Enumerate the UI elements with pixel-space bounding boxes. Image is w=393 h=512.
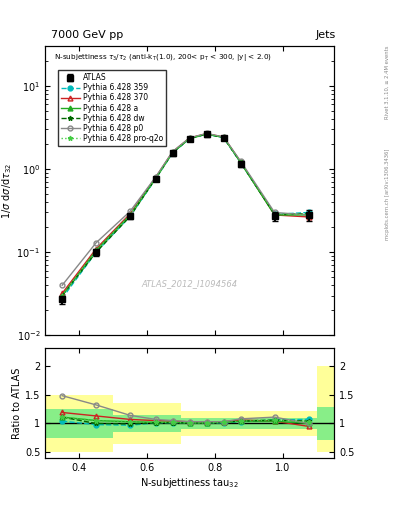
Text: 7000 GeV pp: 7000 GeV pp bbox=[51, 30, 123, 40]
Pythia 6.428 pro-q2o bbox=[238, 159, 243, 165]
Pythia 6.428 359 bbox=[221, 135, 226, 141]
Pythia 6.428 a bbox=[128, 212, 132, 218]
Pythia 6.428 370 bbox=[204, 131, 209, 137]
Pythia 6.428 370 bbox=[187, 135, 192, 141]
Pythia 6.428 359 bbox=[153, 176, 158, 182]
Pythia 6.428 p0 bbox=[94, 240, 99, 246]
Pythia 6.428 dw bbox=[60, 292, 64, 298]
Pythia 6.428 a bbox=[221, 135, 226, 141]
Text: Jets: Jets bbox=[316, 30, 336, 40]
Pythia 6.428 359 bbox=[60, 295, 64, 301]
Pythia 6.428 359 bbox=[238, 160, 243, 166]
Pythia 6.428 a bbox=[238, 159, 243, 165]
Pythia 6.428 pro-q2o bbox=[153, 175, 158, 181]
Pythia 6.428 370 bbox=[153, 175, 158, 181]
Pythia 6.428 370 bbox=[94, 246, 99, 252]
Legend: ATLAS, Pythia 6.428 359, Pythia 6.428 370, Pythia 6.428 a, Pythia 6.428 dw, Pyth: ATLAS, Pythia 6.428 359, Pythia 6.428 37… bbox=[58, 70, 166, 146]
Pythia 6.428 p0 bbox=[221, 134, 226, 140]
Pythia 6.428 a bbox=[187, 135, 192, 141]
Pythia 6.428 p0 bbox=[170, 148, 175, 155]
Pythia 6.428 dw bbox=[238, 159, 243, 165]
Pythia 6.428 359 bbox=[187, 136, 192, 142]
Text: N-subjettiness $\tau_3/\tau_2$ (anti-k$_\mathrm{T}$(1.0), 200< p$_\mathrm{T}$ < : N-subjettiness $\tau_3/\tau_2$ (anti-k$_… bbox=[54, 52, 272, 63]
Pythia 6.428 pro-q2o bbox=[60, 292, 64, 298]
Pythia 6.428 dw bbox=[187, 135, 192, 141]
Pythia 6.428 370 bbox=[170, 148, 175, 155]
Pythia 6.428 a bbox=[204, 131, 209, 137]
Text: ATLAS_2012_I1094564: ATLAS_2012_I1094564 bbox=[141, 279, 238, 288]
Pythia 6.428 p0 bbox=[153, 174, 158, 180]
Pythia 6.428 dw bbox=[204, 131, 209, 137]
Pythia 6.428 a bbox=[306, 212, 311, 218]
Pythia 6.428 pro-q2o bbox=[187, 135, 192, 141]
Pythia 6.428 370 bbox=[221, 134, 226, 140]
Pythia 6.428 370 bbox=[238, 159, 243, 165]
Pythia 6.428 p0 bbox=[187, 135, 192, 141]
Pythia 6.428 370 bbox=[128, 210, 132, 217]
Pythia 6.428 pro-q2o bbox=[128, 212, 132, 218]
Pythia 6.428 pro-q2o bbox=[204, 131, 209, 137]
Pythia 6.428 370 bbox=[60, 290, 64, 296]
Pythia 6.428 359 bbox=[272, 211, 277, 218]
Pythia 6.428 a bbox=[272, 212, 277, 218]
Pythia 6.428 370 bbox=[306, 214, 311, 220]
Pythia 6.428 dw bbox=[170, 150, 175, 156]
Line: Pythia 6.428 a: Pythia 6.428 a bbox=[60, 132, 311, 298]
Pythia 6.428 a bbox=[153, 175, 158, 181]
Y-axis label: 1/$\sigma$ d$\sigma$/d$\tau_{32}$: 1/$\sigma$ d$\sigma$/d$\tau_{32}$ bbox=[0, 162, 14, 219]
Pythia 6.428 359 bbox=[94, 249, 99, 255]
Y-axis label: Ratio to ATLAS: Ratio to ATLAS bbox=[12, 368, 22, 439]
Pythia 6.428 370 bbox=[272, 212, 277, 218]
Pythia 6.428 p0 bbox=[128, 208, 132, 215]
Pythia 6.428 359 bbox=[170, 150, 175, 156]
Pythia 6.428 dw bbox=[94, 249, 99, 255]
Pythia 6.428 dw bbox=[153, 175, 158, 181]
Pythia 6.428 359 bbox=[128, 213, 132, 219]
Pythia 6.428 a bbox=[170, 150, 175, 156]
Pythia 6.428 pro-q2o bbox=[94, 247, 99, 253]
Line: Pythia 6.428 359: Pythia 6.428 359 bbox=[60, 132, 311, 301]
Pythia 6.428 359 bbox=[306, 209, 311, 216]
Pythia 6.428 a bbox=[94, 247, 99, 253]
Pythia 6.428 pro-q2o bbox=[170, 150, 175, 156]
Line: Pythia 6.428 370: Pythia 6.428 370 bbox=[60, 131, 311, 296]
Pythia 6.428 p0 bbox=[60, 282, 64, 288]
Pythia 6.428 dw bbox=[306, 210, 311, 217]
Pythia 6.428 pro-q2o bbox=[272, 211, 277, 218]
Pythia 6.428 dw bbox=[272, 211, 277, 218]
Pythia 6.428 a bbox=[60, 292, 64, 298]
Pythia 6.428 p0 bbox=[204, 131, 209, 137]
Text: Rivet 3.1.10, ≥ 2.4M events: Rivet 3.1.10, ≥ 2.4M events bbox=[385, 45, 389, 119]
X-axis label: N-subjettiness tau$_{32}$: N-subjettiness tau$_{32}$ bbox=[140, 476, 239, 490]
Pythia 6.428 p0 bbox=[272, 209, 277, 216]
Text: mcplots.cern.ch [arXiv:1306.3436]: mcplots.cern.ch [arXiv:1306.3436] bbox=[385, 149, 389, 240]
Pythia 6.428 pro-q2o bbox=[221, 135, 226, 141]
Line: Pythia 6.428 p0: Pythia 6.428 p0 bbox=[60, 131, 311, 288]
Line: Pythia 6.428 pro-q2o: Pythia 6.428 pro-q2o bbox=[60, 132, 311, 298]
Line: Pythia 6.428 dw: Pythia 6.428 dw bbox=[60, 132, 311, 298]
Pythia 6.428 p0 bbox=[306, 212, 311, 218]
Pythia 6.428 359 bbox=[204, 131, 209, 137]
Pythia 6.428 dw bbox=[128, 213, 132, 219]
Pythia 6.428 p0 bbox=[238, 158, 243, 164]
Pythia 6.428 dw bbox=[221, 135, 226, 141]
Pythia 6.428 pro-q2o bbox=[306, 211, 311, 218]
